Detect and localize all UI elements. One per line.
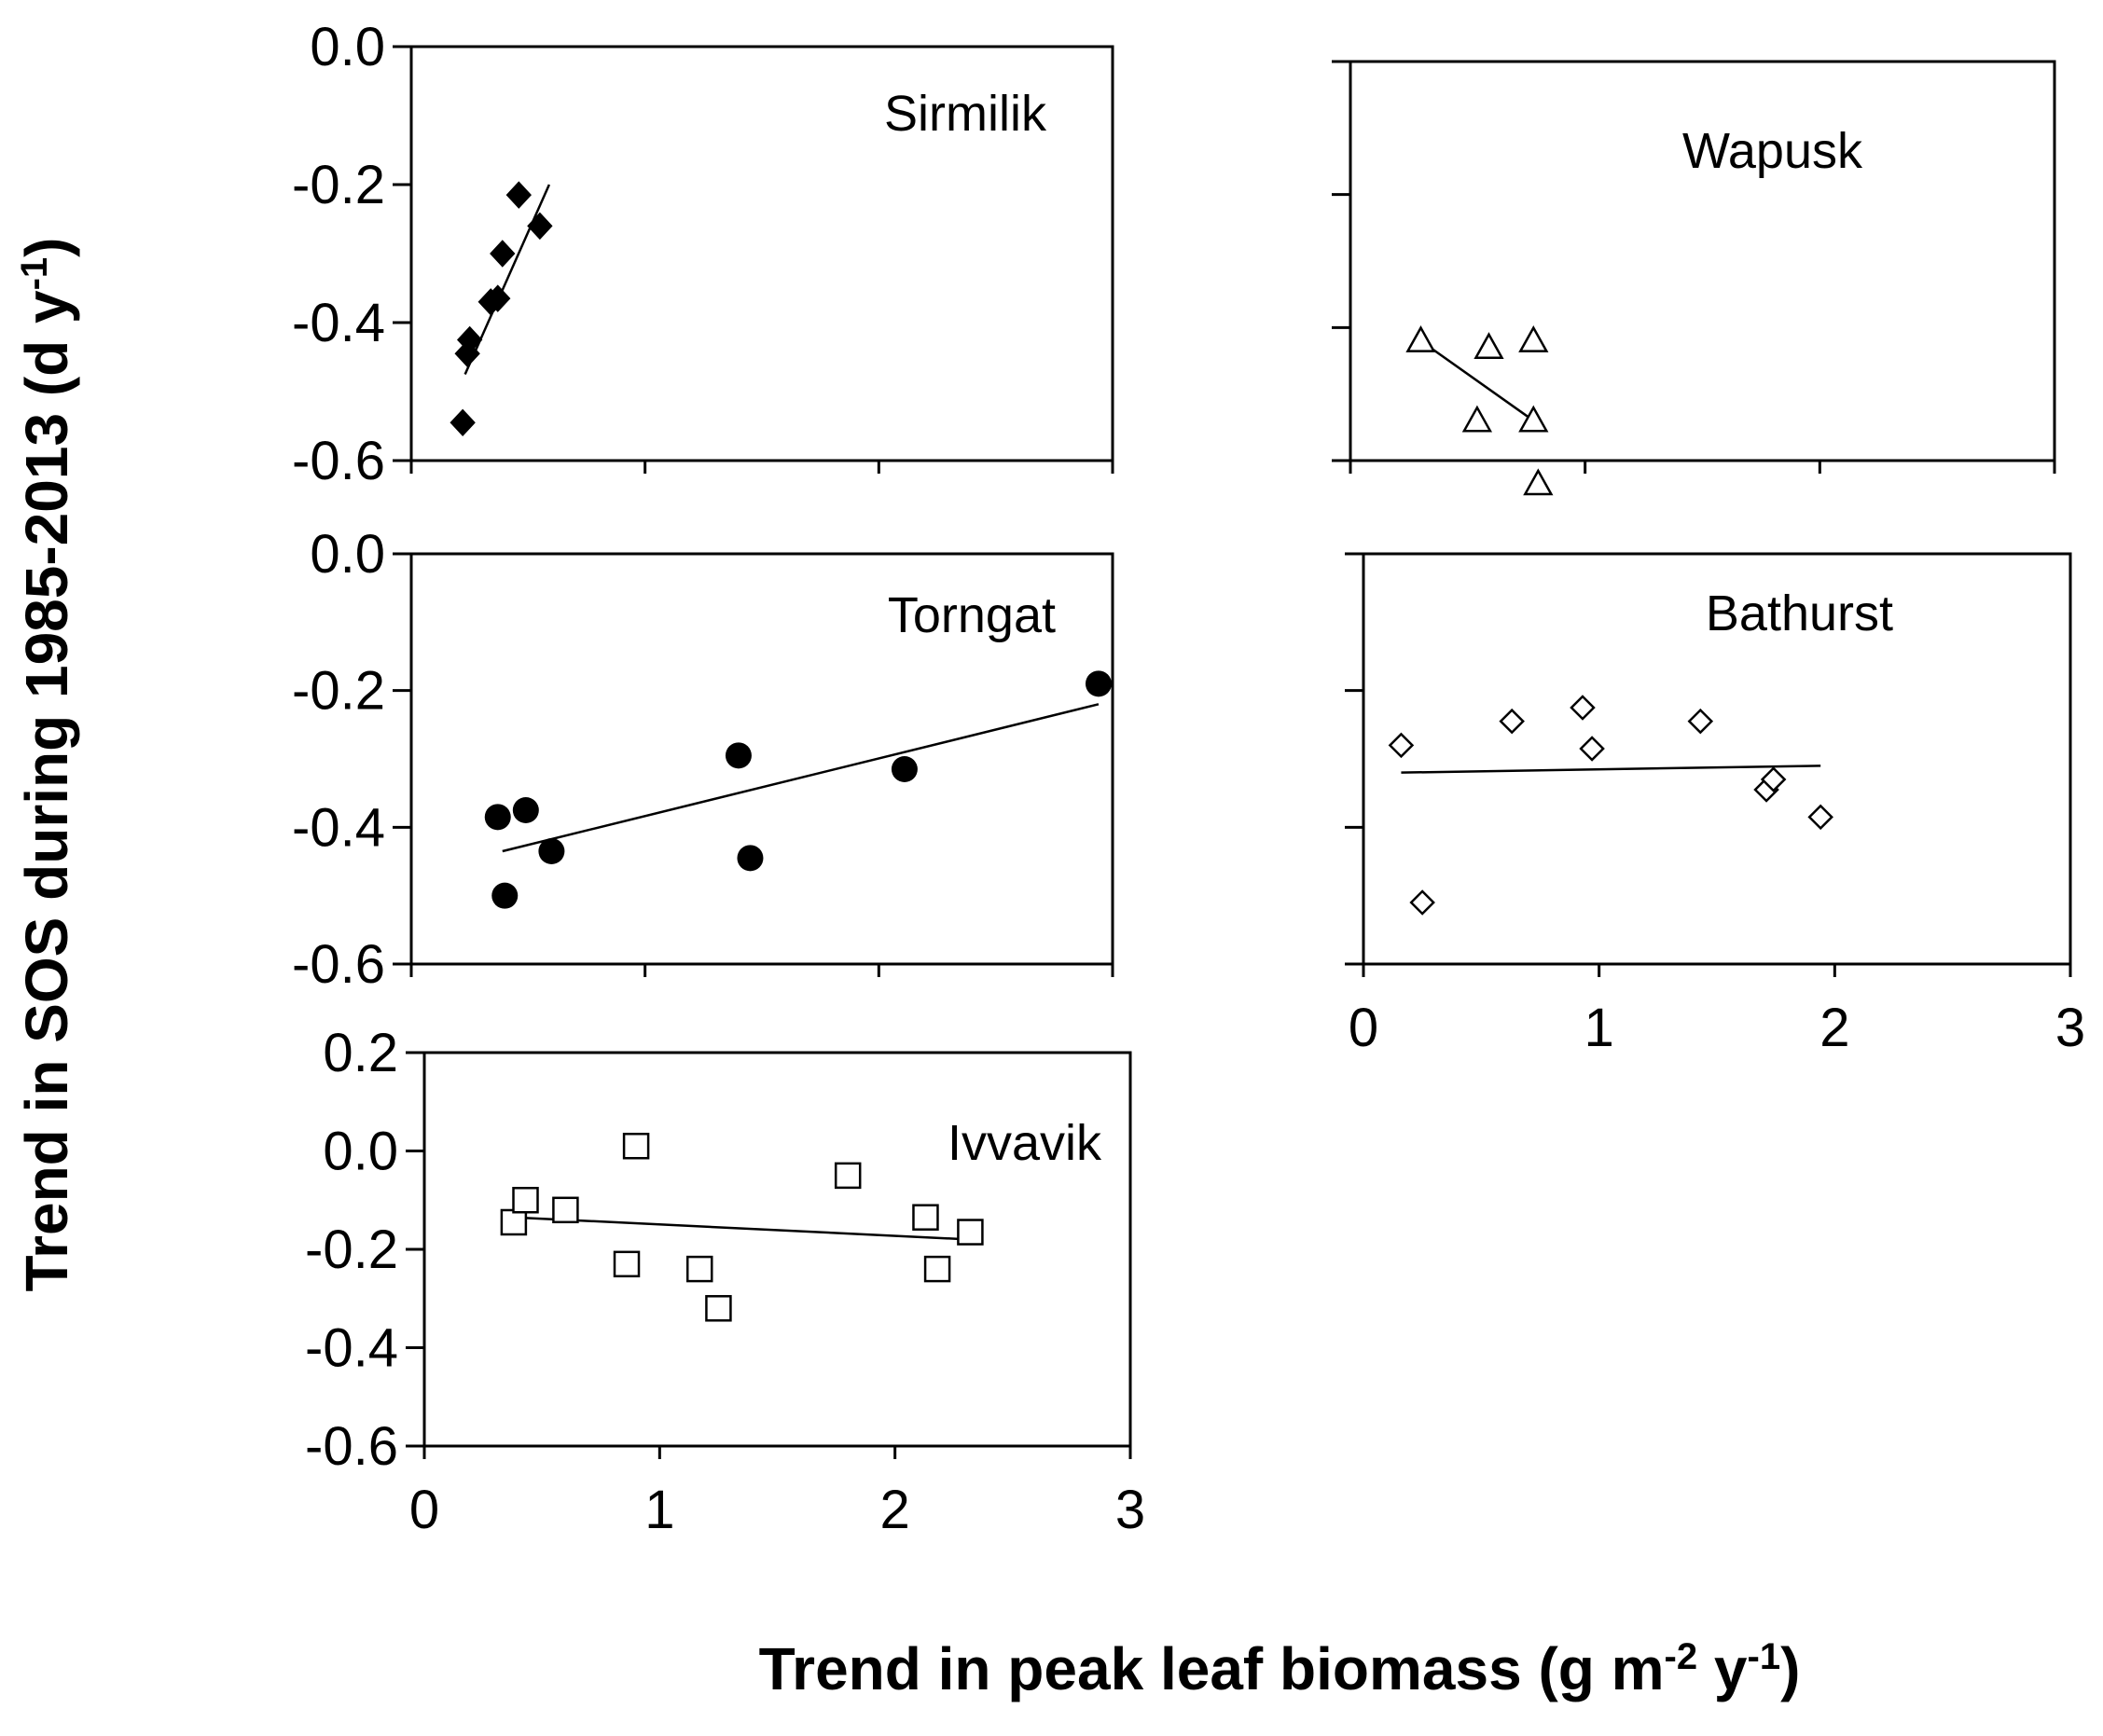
data-point [737, 845, 764, 872]
trend-line [1419, 339, 1535, 422]
x-tick-label: 1 [644, 1480, 674, 1540]
data-point [454, 339, 480, 368]
data-point [725, 742, 752, 769]
plot-frame [1362, 552, 2072, 966]
panel-torngat: 0.0 -0.2 -0.4 -0.6 Torngat [292, 524, 1114, 995]
data-point [957, 1219, 984, 1246]
y-tick-label: -0.4 [305, 1318, 398, 1379]
x-tick-label: 0 [1349, 998, 1378, 1058]
y-tick-label: -0.2 [292, 155, 385, 215]
data-point [512, 1187, 539, 1214]
y-tick-label: 0.0 [323, 1122, 398, 1182]
data-point [1473, 332, 1504, 359]
panel-wapusk: Wapusk [1332, 60, 2056, 496]
panel-sirmilik: 0.0 -0.2 -0.4 -0.6 Sirmilik [292, 17, 1114, 491]
trend-line [463, 184, 551, 376]
data-point [1760, 766, 1787, 792]
y-tick-label: 0.0 [310, 524, 385, 585]
y-tick-label: -0.4 [292, 293, 385, 353]
panel-title: Wapusk [1682, 123, 1863, 179]
trend-line [1401, 765, 1821, 774]
data-point [484, 804, 511, 831]
data-point [1409, 889, 1435, 916]
data-point [477, 288, 504, 316]
panel-ivvavik: 0.2 0.0 -0.2 -0.4 -0.60 1 2 3 Ivvavik [305, 1023, 1145, 1540]
panel-title: Bathurst [1706, 586, 1893, 641]
plot-frame [409, 552, 1114, 966]
data-point [1085, 670, 1112, 697]
data-point [490, 240, 516, 268]
trend-line [502, 703, 1100, 853]
data-point [1579, 736, 1605, 762]
x-tick-label: 3 [2055, 998, 2085, 1058]
x-axis-title: Trend in peak leaf biomass (g m-2 y-1) [759, 1635, 1801, 1702]
y-tick-label: -0.4 [292, 797, 385, 858]
data-point [1499, 708, 1525, 735]
data-point [505, 181, 532, 209]
data-point [705, 1295, 732, 1322]
data-point [1388, 732, 1415, 759]
x-tick-label: 1 [1584, 998, 1614, 1058]
data-point [912, 1204, 939, 1231]
panel-title: Sirmilik [884, 86, 1047, 142]
data-point [538, 838, 565, 864]
data-point [1523, 468, 1554, 496]
data-point [834, 1162, 862, 1190]
data-point [1405, 325, 1436, 352]
data-point [1570, 695, 1596, 721]
data-point [685, 1255, 713, 1283]
y-tick-label: -0.6 [292, 431, 385, 491]
panel-title: Ivvavik [948, 1115, 1102, 1171]
y-axis-title: Trend in SOS during 1985-2013 (d y-1) [13, 238, 80, 1292]
data-point [527, 212, 553, 241]
panel-bathurst: 0 1 2 3 Bathurst [1345, 552, 2085, 1058]
data-point [1687, 708, 1714, 735]
data-point [512, 797, 539, 823]
x-tick-label: 3 [1115, 1480, 1145, 1540]
plot-frame [409, 45, 1114, 462]
data-point [923, 1255, 951, 1283]
trend-line [513, 1216, 971, 1241]
y-tick-label: 0.2 [323, 1023, 398, 1083]
panel-title: Torngat [888, 587, 1056, 643]
data-point [552, 1196, 579, 1224]
data-point [1518, 325, 1549, 352]
plot-frame [422, 1051, 1132, 1448]
x-tick-label: 0 [409, 1480, 439, 1540]
x-tick-label: 2 [880, 1480, 910, 1540]
data-point [1518, 405, 1549, 433]
x-tick-label: 2 [1819, 998, 1849, 1058]
data-point [891, 756, 918, 782]
y-tick-label: -0.2 [305, 1219, 398, 1280]
data-point [622, 1132, 650, 1160]
y-tick-label: 0.0 [310, 17, 385, 77]
y-tick-label: -0.6 [292, 934, 385, 995]
data-point [491, 882, 519, 909]
plot-frame [1349, 60, 2056, 462]
data-point [1807, 804, 1833, 831]
data-point [1461, 405, 1493, 433]
data-point [450, 408, 476, 437]
data-point [613, 1250, 641, 1278]
y-tick-label: -0.6 [305, 1416, 398, 1477]
y-tick-label: -0.2 [292, 661, 385, 722]
data-point [500, 1208, 528, 1236]
